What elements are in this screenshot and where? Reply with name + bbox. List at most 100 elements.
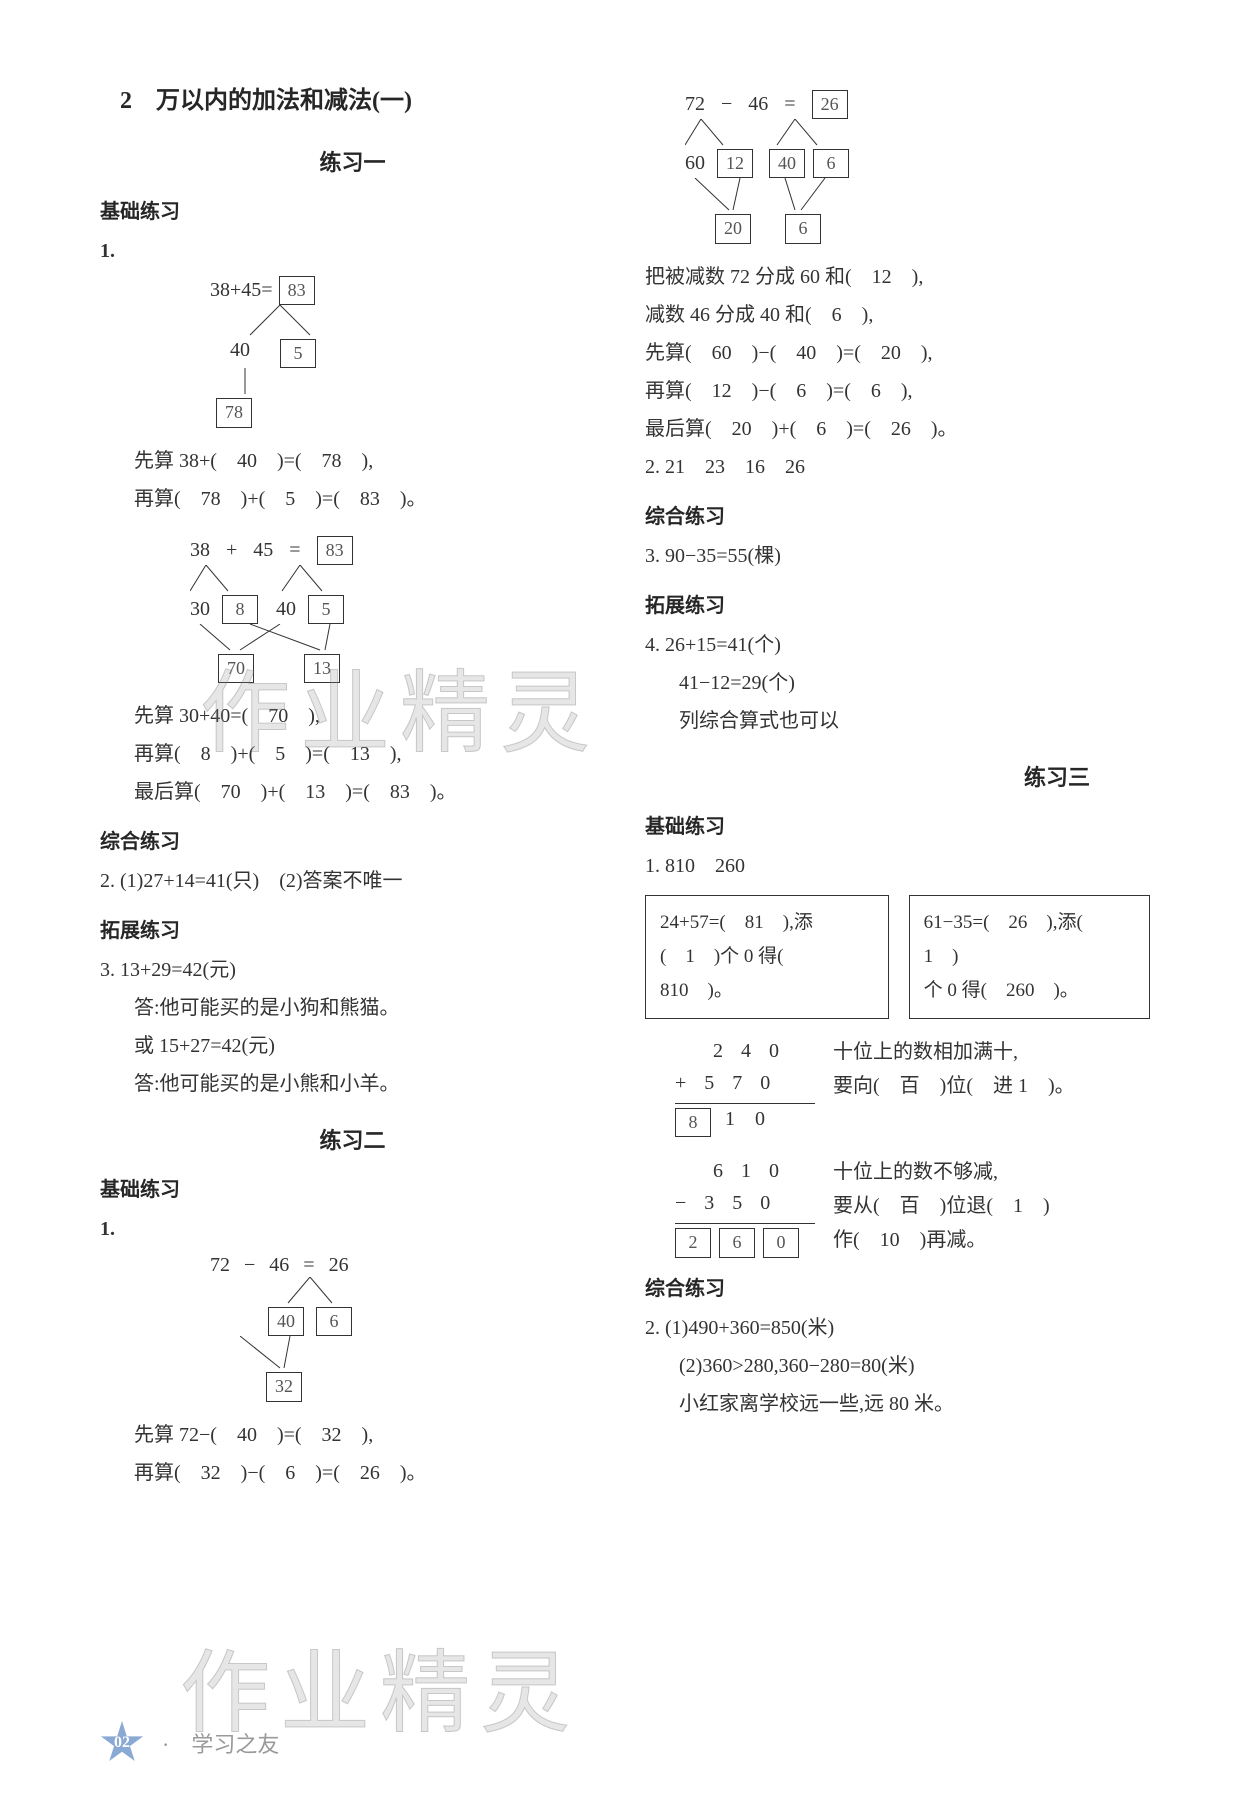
page-footer: 02 · 学习之友 <box>100 1721 279 1765</box>
d4-r2b: 12 <box>717 149 753 178</box>
vc1-r2: +570 <box>675 1067 815 1099</box>
calc-line <box>675 1103 815 1104</box>
answer-boxes: 24+57=( 81 ),添 ( 1 )个 0 得( 810 )。 61−35=… <box>645 895 1150 1020</box>
q4ra: 4. 26+15=41(个) <box>645 626 1150 664</box>
d4-result: 26 <box>812 90 848 119</box>
d2-r3a: 70 <box>218 654 254 683</box>
ext-label-r: 拓展练习 <box>645 589 1150 618</box>
branch-icon <box>190 565 410 595</box>
d2-line2: 再算( 8 )+( 5 )=( 13 ), <box>100 735 605 773</box>
q2-3a: 2. (1)490+360=850(米) <box>645 1309 1150 1347</box>
q4rb: 41−12=29(个) <box>645 664 1150 702</box>
vc2-b: 6 <box>719 1228 755 1257</box>
vc1-a: 8 <box>675 1108 711 1137</box>
d2-a: 38 <box>190 539 210 562</box>
d4-r3a: 20 <box>715 214 751 243</box>
merge-icon <box>685 178 885 214</box>
d2-b: 45 <box>253 539 273 562</box>
vc1-r1: 240 <box>675 1035 815 1067</box>
right-column: 72 − 46 = 26 60 12 40 6 <box>645 80 1150 1492</box>
d3-line1: 先算 72−( 40 )=( 32 ), <box>100 1416 605 1454</box>
d3-result: 26 <box>329 1254 349 1277</box>
q3c: 或 15+27=42(元) <box>100 1027 605 1065</box>
q3a: 3. 13+29=42(元) <box>100 951 605 989</box>
ex3-title: 练习三 <box>645 760 1150 792</box>
q1-num: 1. <box>100 240 115 262</box>
q2-3c: 小红家离学校远一些,远 80 米。 <box>645 1385 1150 1423</box>
d2-result: 83 <box>317 536 353 565</box>
d4-r3b: 6 <box>785 214 821 243</box>
decomp-diagram-3: 72 − 46 = 26 40 6 32 <box>210 1254 605 1401</box>
ans-box-2: 61−35=( 26 ),添( 1 ) 个 0 得( 260 )。 <box>909 895 1150 1020</box>
d1-bottom: 78 <box>216 398 252 427</box>
merge-icon <box>190 624 390 654</box>
vertical-calc-2: 610 −350 2 6 0 十位上的数不够减, 要从( 百 )位退( 1 ) … <box>675 1155 1150 1257</box>
basic3-label: 基础练习 <box>645 810 1150 839</box>
d2-r2c: 40 <box>276 598 300 621</box>
vc2-r1: 610 <box>675 1155 815 1187</box>
d4-line3: 先算( 60 )−( 40 )=( 20 ), <box>645 334 1150 372</box>
q1-3: 1. 810 260 <box>645 847 1150 885</box>
d4-a: 72 <box>685 93 705 116</box>
box2-l2: 个 0 得( 260 )。 <box>924 974 1135 1008</box>
page-number: 02 <box>114 1734 130 1752</box>
d4-line4: 再算( 12 )−( 6 )=( 6 ), <box>645 372 1150 410</box>
d4-line2: 减数 46 分成 40 和( 6 ), <box>645 296 1150 334</box>
d1-mid1: 40 <box>230 339 250 368</box>
d2-line3: 最后算( 70 )+( 13 )=( 83 )。 <box>100 773 605 811</box>
d4-r2a: 60 <box>685 152 709 175</box>
d3-mid2: 6 <box>316 1307 352 1336</box>
line-icon <box>230 368 290 398</box>
d4-r2c: 40 <box>769 149 805 178</box>
calc-line <box>675 1223 815 1224</box>
d1-header: 38+45= <box>210 279 273 302</box>
vc1-c: 0 <box>749 1108 771 1137</box>
q3d: 答:他可能买的是小熊和小羊。 <box>100 1065 605 1103</box>
d2-r2d: 5 <box>308 595 344 624</box>
box1-l2: ( 1 )个 0 得( 810 )。 <box>660 940 874 1008</box>
d4-r2d: 6 <box>813 149 849 178</box>
d4-line1: 把被减数 72 分成 60 和( 12 ), <box>645 258 1150 296</box>
vc1-note1: 十位上的数相加满十, <box>833 1035 1075 1069</box>
q3r: 3. 90−35=55(棵) <box>645 537 1150 575</box>
d2-line1: 先算 30+40=( 70 ), <box>100 697 605 735</box>
d3-bottom: 32 <box>266 1372 302 1401</box>
d2-r2a: 30 <box>190 598 214 621</box>
vc2-note3: 作( 10 )再减。 <box>833 1223 1050 1257</box>
vc1-note2: 要向( 百 )位( 进 1 )。 <box>833 1069 1075 1103</box>
ex1-title: 练习一 <box>100 145 605 177</box>
basic2-label: 基础练习 <box>100 1173 605 1202</box>
d2-r2b: 8 <box>222 595 258 624</box>
branch-lines-icon <box>210 305 330 339</box>
d4-b: 46 <box>748 93 768 116</box>
left-column: 2 万以内的加法和减法(一) 练习一 基础练习 1. 38+45= 83 40 … <box>100 80 605 1492</box>
d3-mid1: 40 <box>268 1307 304 1336</box>
d3-op: − <box>244 1254 255 1277</box>
vc2-note2: 要从( 百 )位退( 1 ) <box>833 1189 1050 1223</box>
vc2-c: 0 <box>763 1228 799 1257</box>
d4-line5: 最后算( 20 )+( 6 )=( 26 )。 <box>645 410 1150 448</box>
vc2-r2: −350 <box>675 1187 815 1219</box>
star-icon: 02 <box>100 1721 144 1765</box>
vertical-calc-1: 240 +570 8 1 0 十位上的数相加满十, 要向( 百 )位( 进 1 … <box>675 1035 1150 1137</box>
ext-label: 拓展练习 <box>100 914 605 943</box>
d4-op: − <box>721 93 732 116</box>
d3-line2: 再算( 32 )−( 6 )=( 26 )。 <box>100 1454 605 1492</box>
decomp-diagram-4: 72 − 46 = 26 60 12 40 6 <box>685 90 1150 244</box>
decomp-diagram-1: 38+45= 83 40 5 78 <box>210 276 605 428</box>
decomp-diagram-2: 38 + 45 = 83 30 8 40 5 <box>190 536 605 684</box>
merge-icon <box>240 1336 340 1372</box>
d3-b: 46 <box>269 1254 289 1277</box>
q3b: 答:他可能买的是小狗和熊猫。 <box>100 989 605 1027</box>
vc2-note1: 十位上的数不够减, <box>833 1155 1050 1189</box>
d2-eq: = <box>289 539 300 562</box>
comp-label: 综合练习 <box>100 825 605 854</box>
basic-label: 基础练习 <box>100 195 605 224</box>
q2: 2. (1)27+14=41(只) (2)答案不唯一 <box>100 862 605 900</box>
comp-label-r: 综合练习 <box>645 500 1150 529</box>
d2-op: + <box>226 539 237 562</box>
branch-icon <box>210 1277 350 1307</box>
footer-label: · 学习之友 <box>162 1727 279 1759</box>
box2-l1: 61−35=( 26 ),添( 1 ) <box>924 906 1135 974</box>
d3-a: 72 <box>210 1254 230 1277</box>
